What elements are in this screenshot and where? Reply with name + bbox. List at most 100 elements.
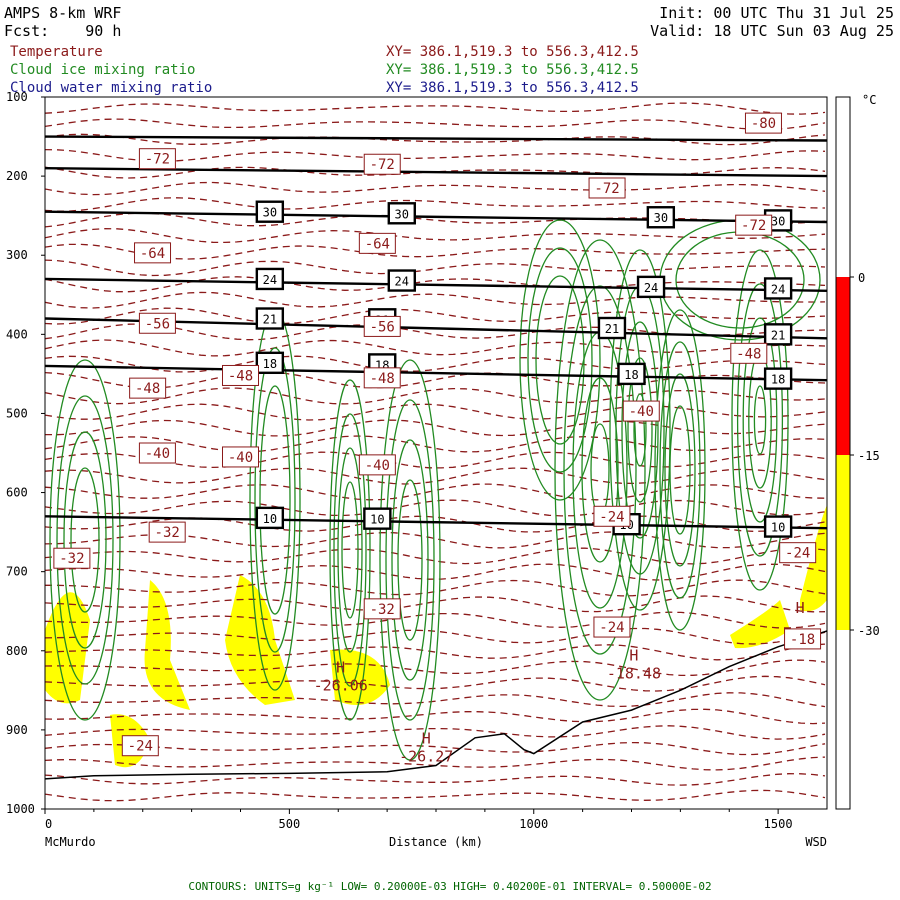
cloud-ice-contour <box>563 285 637 655</box>
temperature-label: -48 <box>736 346 761 362</box>
forecast-value: 90 h <box>85 22 122 40</box>
temperature-label-box <box>134 242 172 264</box>
temperature-contour <box>45 627 826 645</box>
temperature-contour <box>45 243 826 260</box>
temperature-contour <box>45 467 826 485</box>
cloud-ice-contour <box>337 447 363 653</box>
x-axis-label: Distance (km) <box>389 835 483 849</box>
y-tick-label: 700 <box>6 565 28 579</box>
temperature-label-box <box>138 148 176 170</box>
temperature-label-box <box>222 364 259 386</box>
y-tick-label: 200 <box>6 169 28 183</box>
temperature-label-box <box>784 628 822 650</box>
cold-shading <box>730 600 790 649</box>
temperature-contour <box>45 259 826 277</box>
temperature-contour <box>45 181 826 196</box>
extremum-marker: H <box>629 647 638 665</box>
temperature-label-box <box>588 177 626 199</box>
temperature-label-box <box>138 312 176 334</box>
isotach-line <box>45 135 827 142</box>
cloud-ice-contour <box>56 395 114 685</box>
cloud-ice-contour <box>519 219 601 501</box>
forecast-label: Fcst: <box>4 22 50 40</box>
temperature-contour <box>45 725 826 740</box>
isotach-label-box <box>646 206 676 229</box>
temperature-label: -72 <box>594 181 619 197</box>
cloud-ice-contour <box>379 359 441 761</box>
isotach-label: 30 <box>771 214 785 228</box>
temperature-contour <box>45 773 826 786</box>
isotach-label: 21 <box>605 322 619 336</box>
temperature-contour <box>45 789 826 802</box>
cloud-ice-contour <box>669 405 691 535</box>
cloud-ice-contour <box>333 413 367 687</box>
isotach-line <box>45 277 827 293</box>
temperature-label-box <box>730 342 768 364</box>
colorbar-border <box>835 96 851 810</box>
contour-labels: 3030303024242424212121211818181810101010… <box>53 112 822 766</box>
temperature-contour <box>45 291 826 309</box>
isotach-label-box <box>636 275 666 299</box>
temperature-contour <box>45 102 826 115</box>
temperature-label: -56 <box>370 319 395 335</box>
legend-cloud-water-xy: XY= 386.1,519.3 to 556.3,412.5 <box>386 80 639 96</box>
colorbar-label: -15 <box>858 449 880 463</box>
cloud-ice-contour <box>731 249 789 591</box>
temperature-label-box <box>222 446 259 468</box>
y-tick-label: 1000 <box>6 802 35 816</box>
isotach-label-box <box>763 323 793 346</box>
isotach-label: 24 <box>263 273 277 287</box>
isotach-label: 30 <box>654 211 668 225</box>
cold-shading <box>225 575 295 705</box>
temperature-label: -80 <box>751 116 776 132</box>
legend-cloud-ice-xy: XY= 386.1,519.3 to 556.3,412.5 <box>386 62 639 78</box>
isotach-label-box <box>255 307 285 330</box>
temperature-label-box <box>148 521 186 543</box>
model-title: AMPS 8-km WRF <box>4 4 122 22</box>
temperature-label-box <box>779 542 817 564</box>
temperature-contour <box>45 419 826 437</box>
temperature-label: -32 <box>155 525 180 541</box>
colorbar-label: 0 <box>858 271 865 285</box>
cold-shading <box>45 592 90 704</box>
temperature-contour <box>45 197 826 212</box>
isotach-line <box>45 515 827 530</box>
cold-shading <box>144 580 190 710</box>
cloud-ice-contour <box>341 481 359 619</box>
isotach-label-box <box>255 506 285 530</box>
temperature-label: -32 <box>59 551 84 567</box>
isotach-label: 18 <box>263 357 277 371</box>
cloud-ice-contour <box>659 341 701 599</box>
temperature-label-box <box>363 598 401 620</box>
temperature-contour <box>45 499 826 517</box>
temperature-label: -64 <box>140 246 165 262</box>
left-endpoint-label: McMurdo <box>45 835 96 849</box>
temperature-contour <box>45 547 826 565</box>
isotach-label: 10 <box>771 521 785 535</box>
extremum-value: -26.27 <box>399 748 453 766</box>
temperature-contour <box>45 133 826 146</box>
colorbar-unit: °C <box>862 93 876 107</box>
temperature-label: -24 <box>599 509 624 525</box>
temperature-contour <box>45 403 826 421</box>
extremum-marker: H <box>336 658 345 676</box>
temperature-label: -40 <box>365 458 390 474</box>
init-time: Init: 00 UTC Thu 31 Jul 25 <box>659 4 894 22</box>
cloud-ice-contour <box>259 385 291 615</box>
isotach-label-box <box>763 515 793 538</box>
temperature-contour <box>45 355 826 373</box>
temperature-label-box <box>744 112 782 134</box>
temperature-label: -48 <box>135 381 160 397</box>
temperature-label-box <box>53 547 91 569</box>
x-tick-label: 500 <box>279 817 301 831</box>
y-tick-label: 100 <box>6 90 28 104</box>
temperature-label: -48 <box>370 371 395 387</box>
colorbar-segment <box>836 277 850 455</box>
isotach-label-box <box>617 362 646 386</box>
isotach-label: 24 <box>395 275 409 289</box>
isotach-label: 24 <box>644 281 658 295</box>
temperature-label-box <box>138 442 176 464</box>
x-tick-label: 1500 <box>764 817 793 831</box>
temperature-contour <box>45 675 826 692</box>
